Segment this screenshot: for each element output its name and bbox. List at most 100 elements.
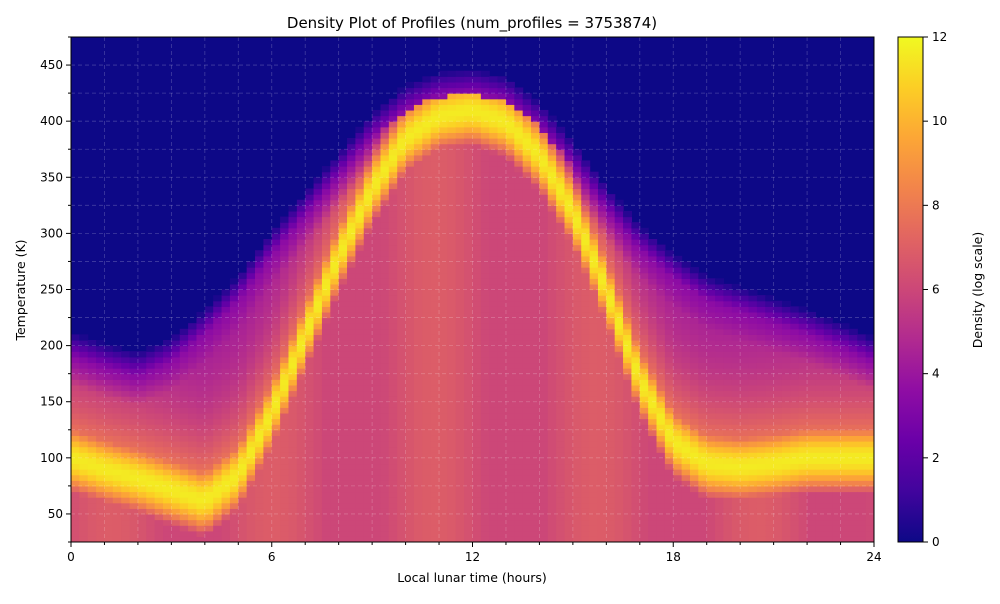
heatmap-cell bbox=[765, 356, 775, 364]
heatmap-cell bbox=[263, 384, 273, 392]
heatmap-cell bbox=[255, 311, 264, 319]
heatmap-cell bbox=[556, 188, 566, 195]
heatmap-cell bbox=[255, 463, 264, 470]
heatmap-cell bbox=[505, 373, 515, 380]
heatmap-cell bbox=[422, 143, 432, 150]
heatmap-cell bbox=[472, 373, 482, 380]
heatmap-cell bbox=[564, 300, 574, 307]
heatmap-cell bbox=[556, 261, 566, 268]
heatmap-cell bbox=[664, 502, 674, 509]
heatmap-cell bbox=[723, 412, 733, 420]
chart-title: Density Plot of Profiles (num_profiles =… bbox=[287, 14, 657, 33]
heatmap-cell bbox=[321, 435, 331, 442]
heatmap-cell bbox=[556, 362, 566, 369]
heatmap-cell bbox=[405, 340, 415, 347]
heatmap-cell bbox=[171, 452, 181, 459]
heatmap-cell bbox=[455, 98, 465, 105]
heatmap-cell bbox=[363, 368, 373, 375]
heatmap-cell bbox=[531, 210, 541, 218]
heatmap-cell bbox=[514, 216, 524, 223]
heatmap-cell bbox=[489, 508, 499, 515]
heatmap-cell bbox=[639, 530, 649, 537]
heatmap-cell bbox=[472, 485, 482, 493]
heatmap-cell bbox=[405, 93, 415, 100]
heatmap-cell bbox=[188, 508, 198, 515]
heatmap-cell bbox=[689, 491, 699, 498]
heatmap-cell bbox=[246, 278, 256, 285]
heatmap-cell bbox=[296, 244, 306, 251]
heatmap-cell bbox=[531, 334, 541, 341]
heatmap-cell bbox=[196, 446, 206, 453]
heatmap-cell bbox=[531, 396, 541, 403]
heatmap-cell bbox=[472, 334, 482, 341]
heatmap-cell bbox=[397, 289, 407, 296]
heatmap-cell bbox=[489, 379, 499, 386]
heatmap-cell bbox=[656, 452, 666, 459]
heatmap-cell bbox=[280, 401, 290, 408]
heatmap-cell bbox=[305, 188, 315, 195]
heatmap-cell bbox=[305, 267, 315, 274]
heatmap-cell bbox=[129, 530, 139, 537]
heatmap-cell bbox=[648, 525, 658, 532]
heatmap-cell bbox=[756, 491, 766, 498]
heatmap-cell bbox=[681, 480, 691, 487]
heatmap-cell bbox=[756, 396, 766, 403]
heatmap-cell bbox=[447, 508, 457, 515]
heatmap-cell bbox=[313, 177, 323, 184]
heatmap-cell bbox=[271, 457, 281, 465]
heatmap-cell bbox=[547, 463, 557, 470]
heatmap-cell bbox=[439, 115, 448, 122]
heatmap-cell bbox=[514, 222, 524, 229]
heatmap-cell bbox=[547, 345, 557, 352]
heatmap-cell bbox=[556, 379, 566, 386]
heatmap-cell bbox=[505, 104, 515, 111]
heatmap-cell bbox=[405, 519, 415, 526]
heatmap-cell bbox=[439, 480, 448, 487]
heatmap-cell bbox=[154, 463, 164, 470]
heatmap-cell bbox=[740, 418, 750, 425]
heatmap-cell bbox=[355, 205, 365, 212]
heatmap-cell bbox=[313, 345, 323, 352]
heatmap-cell bbox=[455, 306, 465, 313]
heatmap-cell bbox=[372, 368, 382, 375]
heatmap-cell bbox=[405, 317, 415, 324]
heatmap-cell bbox=[296, 530, 306, 537]
heatmap-cell bbox=[497, 143, 507, 150]
heatmap-cell bbox=[597, 362, 607, 369]
heatmap-cell bbox=[355, 289, 365, 296]
heatmap-cell bbox=[188, 463, 198, 470]
heatmap-cell bbox=[681, 525, 691, 532]
heatmap-cell bbox=[347, 373, 356, 380]
heatmap-cell bbox=[631, 530, 641, 537]
heatmap-cell bbox=[330, 368, 340, 375]
heatmap-cell bbox=[422, 508, 432, 515]
heatmap-cell bbox=[430, 283, 440, 291]
heatmap-cell bbox=[397, 239, 407, 246]
heatmap-cell bbox=[639, 356, 649, 364]
heatmap-cell bbox=[497, 154, 507, 162]
heatmap-cell bbox=[472, 446, 482, 453]
heatmap-cell bbox=[188, 474, 198, 481]
heatmap-cell bbox=[606, 278, 616, 285]
heatmap-cell bbox=[698, 452, 708, 459]
heatmap-cell bbox=[96, 525, 106, 532]
heatmap-cell bbox=[221, 379, 231, 386]
heatmap-cell bbox=[564, 210, 574, 218]
heatmap-cell bbox=[137, 407, 147, 414]
heatmap-cell bbox=[648, 452, 658, 459]
heatmap-cell bbox=[338, 210, 348, 218]
heatmap-cell bbox=[221, 497, 231, 504]
heatmap-cell bbox=[480, 311, 490, 319]
heatmap-cell bbox=[255, 283, 264, 291]
heatmap-cell bbox=[648, 508, 658, 515]
heatmap-cell bbox=[581, 446, 591, 453]
heatmap-cell bbox=[497, 166, 507, 173]
heatmap-cell bbox=[748, 491, 758, 498]
heatmap-cell bbox=[689, 306, 699, 313]
heatmap-cell bbox=[305, 311, 315, 319]
heatmap-cell bbox=[288, 216, 298, 223]
heatmap-cell bbox=[271, 452, 281, 459]
heatmap-cell bbox=[439, 368, 448, 375]
heatmap-cell bbox=[715, 469, 725, 476]
heatmap-cell bbox=[439, 109, 448, 117]
